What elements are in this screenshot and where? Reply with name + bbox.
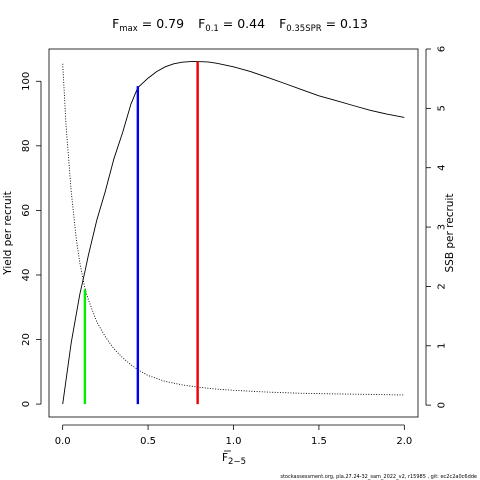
title-subscript: 0.1 <box>205 24 219 34</box>
footer-text: stockassessment.org, pla.27.24-32_sam_20… <box>280 474 477 480</box>
y-tick-label-left: 100 <box>21 72 32 91</box>
y-tick-label-left: 80 <box>21 139 32 152</box>
y-tick-label-left: 40 <box>21 269 32 282</box>
y-axis-title-right: SSB per recruit <box>444 194 456 273</box>
chart-title-text: Fmax = 0.79 F0.1 = 0.44 F0.35SPR = 0.13 <box>112 16 368 34</box>
y-tick-label-right: 5 <box>437 105 448 111</box>
y-tick-label-left: 20 <box>21 333 32 346</box>
title-subscript: max <box>119 24 138 34</box>
title-value: = 0.79 <box>138 16 184 31</box>
y-axis-title-left: Yield per recruit <box>2 191 14 275</box>
x-axis-title-symbol: F <box>222 452 228 464</box>
title-subscript: 0.35SPR <box>286 24 321 34</box>
x-axis-title: F2−5 <box>222 450 246 467</box>
y-tick-label-right: 2 <box>437 283 448 289</box>
title-value: = 0.13 <box>322 16 368 31</box>
ssb-per-recruit-line <box>62 63 405 396</box>
x-tick-label: 0.0 <box>55 436 71 447</box>
x-axis-title-subscript: 2−5 <box>228 457 246 467</box>
chart-title: Fmax = 0.79 F0.1 = 0.44 F0.35SPR = 0.13 <box>112 16 368 34</box>
x-tick-label: 1.0 <box>226 436 242 447</box>
y-tick-label-right: 6 <box>437 46 448 52</box>
y-axis-right: 0 1 2 3 4 5 6 <box>425 46 448 408</box>
x-tick-label: 0.5 <box>140 436 156 447</box>
title-value: = 0.44 <box>219 16 265 31</box>
y-tick-label-right: 0 <box>437 402 448 408</box>
title-symbol: F <box>112 16 119 31</box>
y-tick-label-right: 3 <box>437 224 448 230</box>
x-axis-title-text: F2−5 <box>222 452 246 467</box>
series-group <box>62 61 405 405</box>
yield-per-recruit-line <box>62 61 405 405</box>
x-axis: 0.0 0.5 1.0 1.5 2.0 <box>55 424 412 447</box>
y-tick-label-left: 0 <box>21 401 32 407</box>
title-symbol: F <box>198 16 205 31</box>
y-tick-label-right: 4 <box>437 165 448 171</box>
y-tick-label-right: 1 <box>437 343 448 349</box>
y-axis-left: 0 20 40 60 80 100 <box>21 72 42 407</box>
x-tick-label: 2.0 <box>396 436 412 447</box>
y-tick-label-left: 60 <box>21 204 32 217</box>
plot-frame <box>48 48 419 418</box>
reference-lines <box>83 61 199 405</box>
x-tick-label: 1.5 <box>311 436 327 447</box>
title-symbol: F <box>279 16 286 31</box>
